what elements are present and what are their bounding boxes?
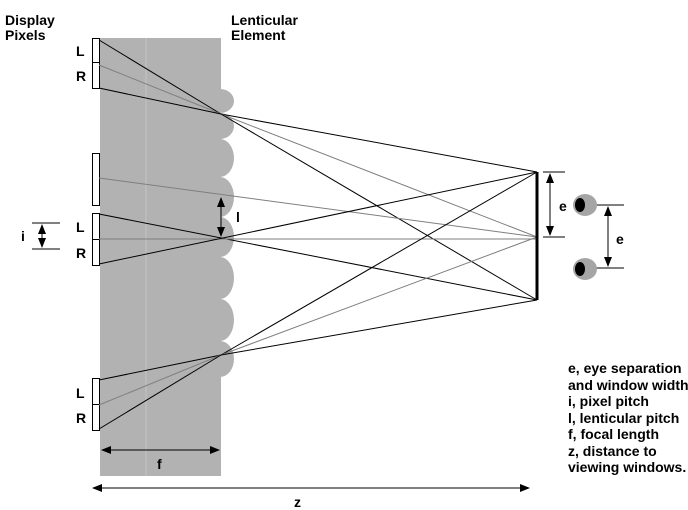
lenticular-pitch-label: l: [236, 209, 240, 225]
ray: [220, 113, 538, 173]
ray: [220, 299, 538, 356]
ray: [220, 113, 538, 301]
pixel-top-right-label: R: [76, 68, 87, 84]
pupil-lower: [575, 262, 585, 276]
pixel-bottom-right: [92, 404, 100, 431]
pupil-upper: [575, 198, 585, 212]
legend-line: z, distance to: [568, 442, 657, 459]
ray: [220, 113, 538, 238]
ray: [98, 39, 222, 115]
focal-length-label: f: [157, 456, 162, 472]
legend-line: viewing windows.: [568, 459, 687, 475]
pixel-pitch-label: i: [21, 228, 25, 244]
ray: [98, 64, 222, 115]
ray: [98, 213, 538, 301]
lenticular-substrate: [100, 38, 221, 476]
display-pixels-label: Display Pixels: [5, 12, 55, 43]
legend-line: l, lenticular pitch: [568, 409, 680, 426]
distance-label: z: [294, 494, 301, 510]
ray: [98, 87, 222, 115]
rays: [98, 39, 538, 430]
pixel-mid-left: [92, 213, 100, 240]
pixel-bottom-left-label: L: [76, 385, 85, 401]
legend-line: e, eye separation: [568, 360, 682, 376]
ray: [98, 171, 538, 265]
pixel-top-right: [92, 62, 100, 89]
pixel-mid-right-label: R: [76, 245, 87, 261]
ray: [220, 171, 538, 356]
pixel-boxes: [92, 38, 100, 431]
pixel-mid-right: [92, 239, 100, 266]
legend-line: and window width: [568, 376, 688, 393]
legend-line: f, focal length: [568, 426, 659, 442]
window-width-label: e: [559, 198, 567, 214]
ray: [98, 177, 538, 238]
legend: e, eye separation and window width i, pi…: [568, 360, 688, 476]
lenticular-bumps: [220, 89, 234, 377]
pixel-top-left: [92, 38, 100, 63]
legend-line: i, pixel pitch: [568, 393, 649, 409]
eyes: [573, 194, 597, 280]
ray: [98, 354, 222, 381]
dimension-arrows: [32, 171, 624, 492]
pixel-bottom-left: [92, 378, 100, 405]
lenticular-element-label: Lenticular Element: [231, 12, 298, 43]
pixel-top-left-label: L: [76, 43, 85, 59]
pixel-mid-left-label: L: [76, 219, 85, 235]
pixel-upper-blank: [92, 153, 100, 206]
ray: [98, 354, 222, 430]
eye-separation-label: e: [616, 231, 624, 247]
ray: [98, 354, 222, 406]
pixel-bottom-right-label: R: [76, 410, 87, 426]
ray: [220, 236, 538, 356]
